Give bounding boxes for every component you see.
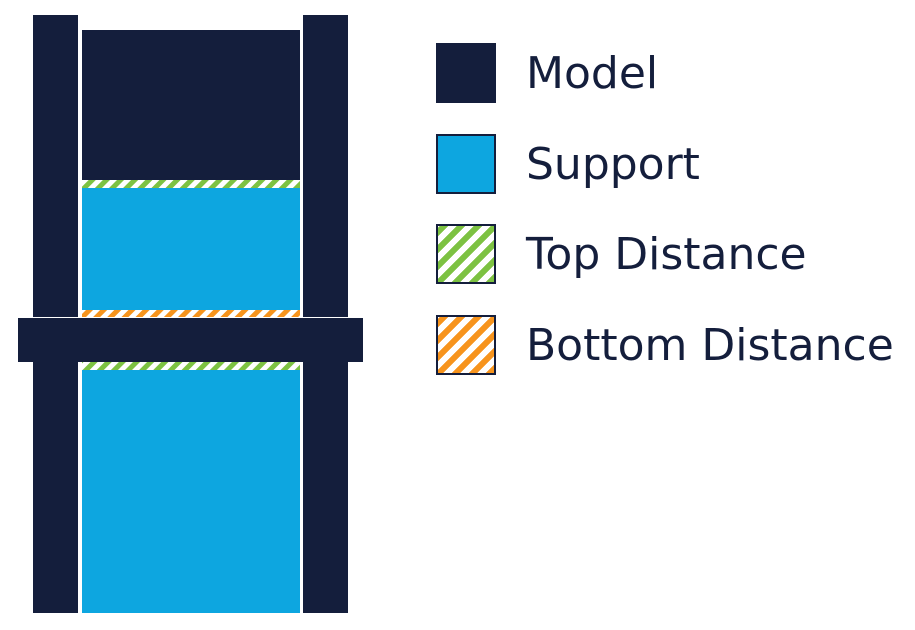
top-distance-swatch: [436, 224, 496, 284]
legend-item-top-distance: Top Distance: [436, 224, 896, 288]
legend-item-model: Model: [436, 43, 896, 107]
support-swatch: [436, 134, 496, 194]
support-layers-diagram: [18, 15, 363, 613]
legend-item-support: Support: [436, 134, 896, 198]
support-lower: [82, 370, 300, 613]
legend-item-bottom-distance: Bottom Distance: [436, 315, 896, 379]
legend-label-model: Model: [526, 48, 659, 99]
bottom-distance-gap: [82, 310, 300, 317]
support-upper: [82, 188, 300, 310]
legend-label-top-distance: Top Distance: [526, 229, 807, 280]
model-swatch: [436, 43, 496, 103]
bottom-distance-swatch: [436, 315, 496, 375]
model-crossbar: [18, 318, 363, 362]
legend-label-support: Support: [526, 139, 700, 190]
model-pillar-right-lower: [303, 362, 348, 613]
model-top-block: [82, 30, 300, 180]
top-distance-gap-lower: [82, 362, 300, 370]
model-pillar-left-upper: [33, 15, 78, 317]
legend-label-bottom-distance: Bottom Distance: [526, 320, 894, 371]
model-pillar-right-upper: [303, 15, 348, 317]
top-distance-gap-upper: [82, 180, 300, 188]
model-pillar-left-lower: [33, 362, 78, 613]
